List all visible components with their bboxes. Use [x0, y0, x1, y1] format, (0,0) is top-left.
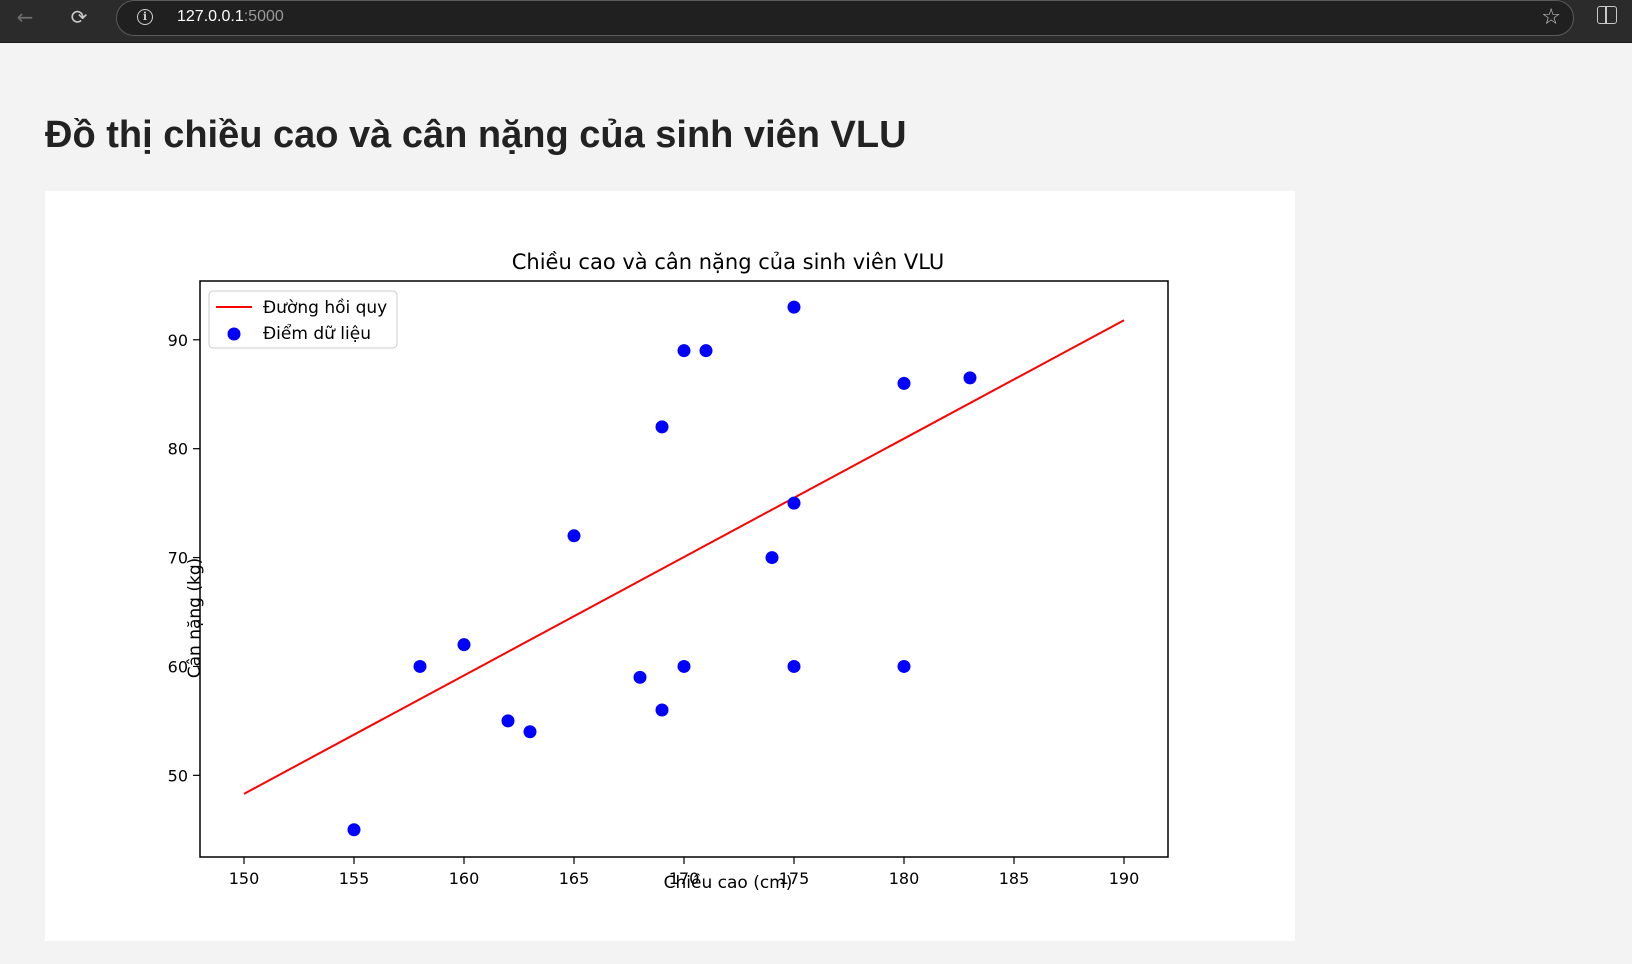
- x-tick-label: 180: [889, 869, 920, 888]
- data-point: [347, 823, 361, 837]
- x-tick-label: 150: [229, 869, 260, 888]
- x-tick-label: 160: [449, 869, 480, 888]
- url-host: 127.0.0.1: [177, 8, 244, 25]
- x-tick-label: 185: [999, 869, 1030, 888]
- data-point: [699, 344, 713, 358]
- data-point: [457, 638, 471, 652]
- data-point: [633, 670, 647, 684]
- x-tick-label: 155: [339, 869, 370, 888]
- legend-box: [208, 290, 398, 349]
- x-tick-label: 165: [559, 869, 590, 888]
- url-text[interactable]: 127.0.0.1:5000: [177, 8, 284, 26]
- data-point: [897, 659, 911, 673]
- chart-card: Chiều cao và cân nặng của sinh viên VLU …: [45, 191, 1295, 941]
- x-tick-label: 175: [779, 869, 810, 888]
- address-bar[interactable]: i 127.0.0.1:5000 ☆: [116, 0, 1574, 36]
- regression-line: [243, 319, 1125, 795]
- y-tick-label: 80: [168, 440, 188, 459]
- data-point: [963, 371, 977, 385]
- data-point: [655, 420, 669, 434]
- y-tick-label: 60: [168, 657, 188, 676]
- x-tick-label: 170: [669, 869, 700, 888]
- legend-label: Đường hồi quy: [263, 297, 387, 318]
- x-tick-label: 190: [1109, 869, 1140, 888]
- data-point: [787, 659, 801, 673]
- data-point: [677, 659, 691, 673]
- data-point: [413, 659, 427, 673]
- data-point: [787, 300, 801, 314]
- data-point: [655, 703, 669, 717]
- legend-point-marker: [227, 327, 241, 341]
- y-tick-label: 90: [168, 331, 188, 350]
- chart-title: Chiều cao và cân nặng của sinh viên VLU: [512, 250, 945, 274]
- scatter-chart: Chiều cao và cân nặng của sinh viên VLU …: [168, 250, 1169, 893]
- page-title: Đồ thị chiều cao và cân nặng của sinh vi…: [45, 114, 907, 156]
- y-tick-label: 70: [168, 549, 188, 568]
- plot-frame: [199, 280, 1169, 858]
- x-axis-label: Chiều cao (cm): [664, 872, 793, 893]
- data-point: [677, 344, 691, 358]
- data-point: [567, 529, 581, 543]
- data-point: [897, 376, 911, 390]
- data-point: [501, 714, 515, 728]
- data-point: [765, 551, 779, 565]
- reload-icon[interactable]: ⟳: [70, 5, 88, 29]
- browser-toolbar: ← ⟳ i 127.0.0.1:5000 ☆: [0, 0, 1632, 43]
- url-port: :5000: [243, 8, 284, 25]
- plot-area: 150 155 160 165 170 175 180 185 190 50 60 70 80 90 Đườ…: [168, 280, 1169, 888]
- info-icon[interactable]: i: [137, 9, 153, 25]
- y-axis-label: Cân nặng (kg): [185, 558, 205, 679]
- data-point: [523, 725, 537, 739]
- legend-label: Điểm dữ liệu: [263, 323, 371, 344]
- y-tick-label: 50: [168, 766, 188, 785]
- data-point: [787, 496, 801, 510]
- back-arrow-icon[interactable]: ←: [16, 5, 34, 29]
- bookmark-star-icon[interactable]: ☆: [1541, 5, 1561, 30]
- split-screen-icon[interactable]: [1597, 6, 1617, 24]
